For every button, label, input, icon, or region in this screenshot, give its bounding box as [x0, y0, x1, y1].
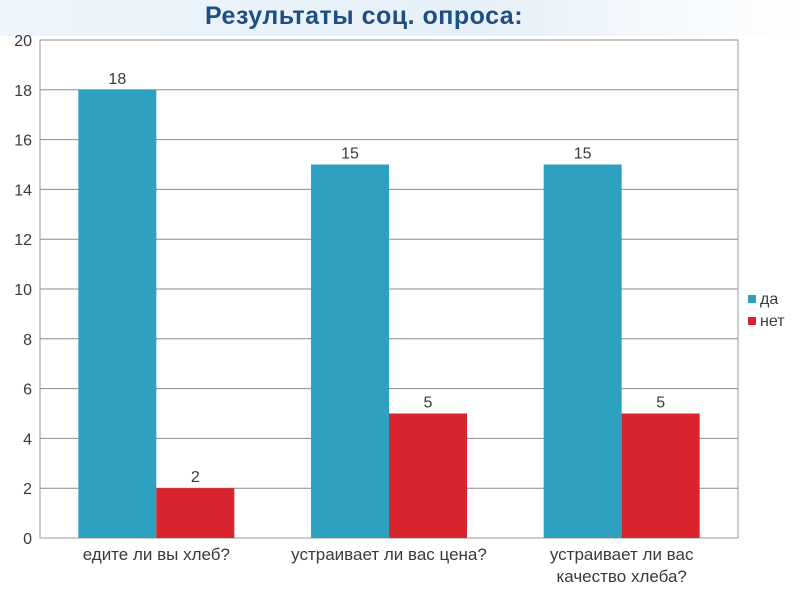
- y-tick-label: 12: [14, 232, 32, 249]
- title-band: [0, 0, 800, 36]
- bar: [389, 413, 467, 538]
- y-tick-label: 2: [23, 481, 32, 498]
- data-label: 15: [341, 146, 359, 163]
- data-label: 15: [574, 146, 592, 163]
- bar: [621, 413, 700, 538]
- y-tick-label: 14: [14, 182, 32, 199]
- y-tick-label: 4: [23, 431, 32, 448]
- y-tick-label: 6: [23, 382, 32, 399]
- data-label: 5: [656, 395, 665, 412]
- legend-swatch: [748, 295, 756, 303]
- bar: [156, 488, 235, 538]
- data-label: 2: [191, 469, 200, 486]
- data-label: 5: [424, 395, 433, 412]
- legend-label: да: [760, 291, 778, 308]
- y-tick-label: 20: [14, 33, 32, 50]
- x-category-label: устраивает ли вас: [550, 545, 694, 564]
- chart-title: Результаты соц. опроса:: [205, 2, 524, 30]
- y-tick-label: 18: [14, 83, 32, 100]
- data-label: 18: [108, 71, 126, 88]
- y-tick-label: 0: [23, 531, 32, 548]
- x-category-label: качество хлеба?: [556, 567, 686, 586]
- bar: [78, 89, 157, 539]
- legend-swatch: [748, 317, 756, 325]
- y-tick-label: 16: [14, 133, 32, 150]
- x-category-label: устраивает ли вас цена?: [291, 545, 487, 564]
- x-category-label: едите ли вы хлеб?: [83, 545, 230, 564]
- bar: [311, 164, 389, 538]
- y-tick-label: 10: [14, 282, 32, 299]
- y-tick-label: 8: [23, 332, 32, 349]
- legend-label: нет: [760, 313, 785, 330]
- bar: [543, 164, 622, 538]
